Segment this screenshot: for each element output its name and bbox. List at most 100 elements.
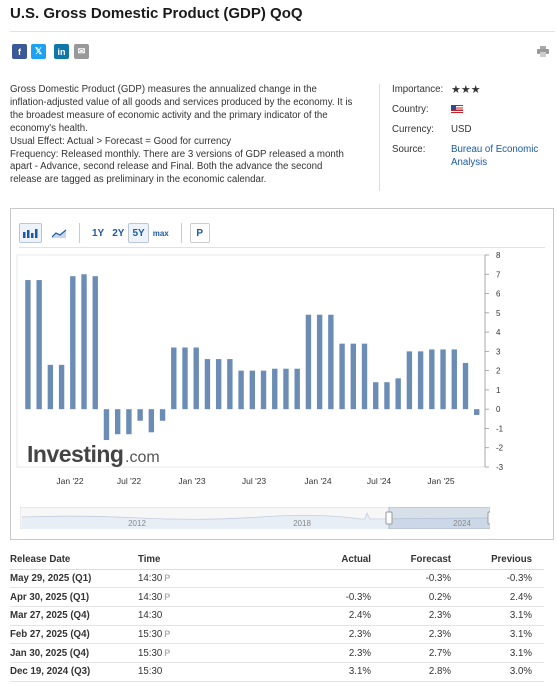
header-release-date[interactable]: Release Date [10,551,138,570]
actual-value-cell: -0.3% [278,587,383,607]
chart-bar [58,364,65,410]
chart-navigator[interactable]: 2012 2018 2024 [20,507,490,529]
release-time-cell: 14:30 P [138,569,278,589]
chart-bar [429,349,435,410]
investing-watermark: Investing [27,441,123,467]
table-row: Feb 27, 2025 (Q4) 15:30 P 2.3% 2.3% 3.1% [10,625,544,645]
navigator-series-line [21,511,490,520]
linkedin-share-icon[interactable]: in [54,44,69,59]
navigator-selection[interactable] [388,507,490,529]
chart-bar [36,280,42,410]
chart-bar [305,314,312,410]
navigator-left-handle[interactable] [385,511,393,525]
preliminary-icon: P [164,591,171,602]
twitter-share-icon[interactable]: 𝕏 [31,44,46,59]
source-link-line2[interactable]: Analysis [451,156,488,168]
chart-bar [204,359,211,410]
area-chart-icon [52,229,67,238]
release-date-cell: Dec 19, 2024 (Q3) [10,662,138,682]
release-date-cell: Mar 27, 2025 (Q4) [10,606,138,626]
previous-value-cell: -0.3% [463,569,544,589]
bar-chart-toggle[interactable] [19,223,42,243]
chart-bar [137,409,143,421]
x-tick-label: Jan '22 [56,476,83,486]
x-tick-label: Jan '24 [304,476,331,486]
release-date-cell: Jan 30, 2025 (Q4) [10,643,138,663]
y-tick-label: 1 [496,386,501,395]
chart-bar [81,274,87,410]
chart-bar [316,314,323,410]
chart-bar [361,343,368,410]
source-link[interactable]: Bureau of Economic Analysis [451,144,551,170]
chart-bar [193,347,199,410]
facebook-share-icon[interactable]: f [12,44,27,59]
print-icon[interactable] [537,46,549,57]
chart-bar [227,359,233,410]
y-tick-label: 4 [496,328,501,337]
release-time-cell: 14:30 [138,606,278,626]
chart-bar [103,409,110,441]
preliminary-icon: P [164,647,171,658]
navigator-year-label: 2018 [293,519,311,528]
release-history-table: Release Date Time Actual Forecast Previo… [10,551,544,682]
preliminary-toggle-button[interactable]: P [189,223,210,243]
range-1y-button[interactable]: 1Y [92,227,105,239]
event-description: Gross Domestic Product (GDP) measures th… [10,84,356,187]
y-tick-label: -3 [496,463,504,472]
importance-label: Importance: [392,84,444,95]
x-tick-label: Jul '23 [242,476,267,486]
release-time-cell: 15:30 [138,662,278,682]
gdp-bar-chart: 8 7 6 5 4 3 2 1 0 -1 -2 -3 Investing .com Jan '22 Jul '… [16,251,504,486]
source-label: Source: [392,144,426,155]
release-date-cell: May 29, 2025 (Q1) [10,569,138,589]
preliminary-icon: P [164,572,171,583]
frequency-text: Frequency: Released monthly. There are 3… [10,148,344,186]
source-link-line1[interactable]: Bureau of Economic [451,144,539,155]
navigator-year-label: 2024 [453,519,471,528]
chart-bar [474,409,480,415]
chart-bar [182,347,188,410]
usual-effect-text: Usual Effect: Actual > Forecast = Good f… [10,135,232,147]
navigator-right-handle[interactable] [487,511,490,525]
bar-chart-icon [23,229,38,238]
range-max-button[interactable]: max [152,228,169,238]
forecast-value-cell: 0.2% [383,587,463,607]
forecast-value-cell: 2.7% [383,643,463,663]
actual-value-cell: 2.4% [278,606,383,626]
header-forecast: Forecast [383,551,463,570]
x-tick-label: Jan '25 [427,476,454,486]
previous-value-cell: 2.4% [463,587,544,607]
chart-bar [283,368,289,410]
range-2y-button[interactable]: 2Y [112,227,125,239]
actual-value-cell: 3.1% [278,662,383,682]
title-divider [10,31,555,32]
investing-watermark-suffix: .com [125,449,160,466]
release-date-cell: Apr 30, 2025 (Q1) [10,587,138,607]
previous-value-cell: 3.0% [463,662,544,682]
x-tick-label: Jul '22 [117,476,142,486]
actual-value-cell: 2.3% [278,643,383,663]
table-row: Apr 30, 2025 (Q1) 14:30 P -0.3% 0.2% 2.4% [10,587,544,607]
y-tick-label: 7 [496,270,501,279]
email-share-icon[interactable]: ✉ [74,44,89,59]
forecast-value-cell: 2.8% [383,662,463,682]
chart-bar [260,370,267,410]
chart-bar [159,409,166,421]
release-time-cell: 14:30 P [138,587,278,607]
chart-bar [294,368,300,410]
range-5y-button[interactable]: 5Y [128,223,149,243]
chart-toolbar: 1Y 2Y 5Y max P [19,220,533,246]
chart-bar [70,276,76,410]
chart-bar [417,351,424,410]
chart-bar [92,276,98,410]
chart-container: 1Y 2Y 5Y max P 8 7 6 5 4 3 2 1 0 -1 -2 -3 Investing.… [10,208,554,540]
table-row: Jan 30, 2025 (Q4) 15:30 P 2.3% 2.7% 3.1% [10,643,544,663]
chart-bar [238,370,244,410]
importance-stars-icon: ★★★ [451,84,481,96]
description-text: Gross Domestic Product (GDP) measures th… [10,84,353,134]
page-title: U.S. Gross Domestic Product (GDP) QoQ [10,5,303,22]
area-chart-toggle[interactable] [48,223,71,243]
header-previous: Previous [463,551,544,570]
chart-bar [25,280,31,410]
forecast-value-cell: -0.3% [383,569,463,589]
